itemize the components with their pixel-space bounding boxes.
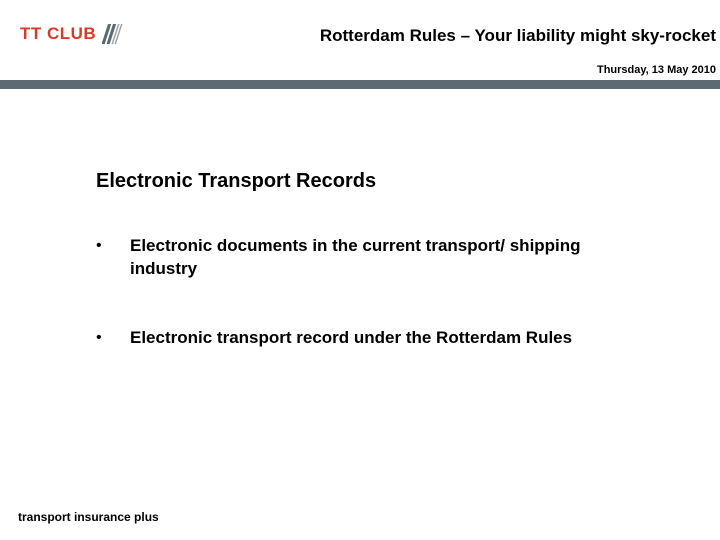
bullet-icon: • [96, 235, 130, 257]
list-item: • Electronic documents in the current tr… [96, 235, 660, 281]
footer-text: transport insurance plus [18, 510, 159, 524]
header-divider [0, 80, 720, 89]
bullet-text: Electronic transport record under the Ro… [130, 327, 572, 350]
bullet-icon: • [96, 327, 130, 349]
section-heading: Electronic Transport Records [96, 170, 660, 193]
content-area: Electronic Transport Records • Electroni… [96, 170, 660, 396]
slide-title: Rotterdam Rules – Your liability might s… [0, 26, 716, 46]
date-line: Thursday, 13 May 2010 [597, 64, 716, 76]
bullet-list: • Electronic documents in the current tr… [96, 235, 660, 350]
list-item: • Electronic transport record under the … [96, 327, 660, 350]
bullet-text: Electronic documents in the current tran… [130, 235, 590, 281]
slide: TT CLUB Rotterdam Rules – Your liability… [0, 0, 720, 540]
